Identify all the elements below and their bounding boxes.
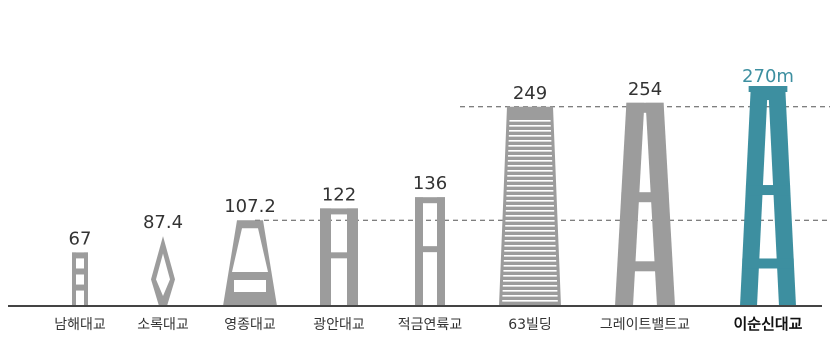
bar-cap <box>748 86 788 92</box>
value-label: 87.4 <box>143 212 183 233</box>
bar-beam <box>415 197 445 204</box>
bar-leg <box>72 252 76 306</box>
bar-window <box>232 228 268 272</box>
bar-window <box>156 253 170 296</box>
bar-leg <box>84 252 88 306</box>
bar-beam <box>320 252 358 259</box>
bar-1 <box>151 236 175 306</box>
bar-beam <box>320 208 358 215</box>
bar-beam <box>415 246 445 253</box>
bar-beam <box>626 102 664 113</box>
value-label: 67 <box>69 228 92 249</box>
bar-beam <box>72 284 88 291</box>
category-label: 영종대교 <box>224 317 276 333</box>
category-label: 63빌딩 <box>508 317 552 333</box>
bar-0 <box>72 252 88 306</box>
bar-leg <box>615 102 645 306</box>
bar-beam <box>72 268 88 275</box>
value-label: 136 <box>413 173 447 194</box>
category-label: 적금연륙교 <box>398 317 463 333</box>
bar-beam <box>621 192 669 203</box>
bar-beam <box>617 261 673 272</box>
value-label: 122 <box>322 184 356 205</box>
bar-beam <box>742 258 794 269</box>
category-label: 그레이트밸트교 <box>600 317 690 333</box>
bar-7 <box>740 86 796 306</box>
bar-beam <box>750 90 786 100</box>
bar-window <box>234 280 266 292</box>
bar-leg <box>645 102 675 306</box>
category-label: 광안대교 <box>313 317 365 333</box>
bar-3 <box>320 208 358 306</box>
value-label: 107.2 <box>224 196 276 217</box>
category-label: 이순신대교 <box>733 315 802 333</box>
bar-6 <box>615 102 675 306</box>
bar-2 <box>223 220 277 306</box>
bar-beam <box>745 185 791 196</box>
bar-5 <box>499 106 561 306</box>
category-label: 남해대교 <box>54 317 106 333</box>
bar-4 <box>415 197 445 306</box>
category-label: 소록대교 <box>137 317 189 333</box>
bar-leg <box>740 90 768 306</box>
value-label: 249 <box>513 83 547 104</box>
value-label: 254 <box>628 79 662 100</box>
bar-beam <box>72 252 88 259</box>
value-label: 270m <box>742 66 794 87</box>
bar-leg <box>768 90 796 306</box>
